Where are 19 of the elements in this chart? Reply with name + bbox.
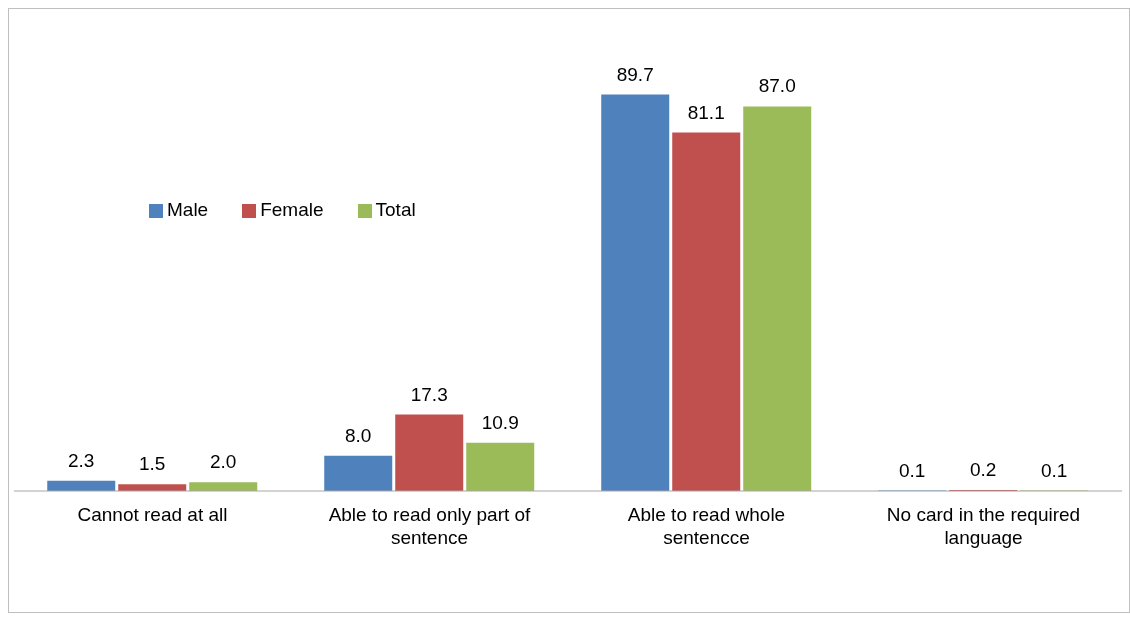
x-tick-label: Able to read only part of sentence: [328, 504, 532, 548]
data-label: 2.3: [68, 449, 95, 471]
legend-label: Female: [260, 199, 324, 220]
x-tick-label: No card in the required language: [886, 504, 1081, 548]
data-label: 0.1: [899, 459, 926, 481]
legend-label: Total: [375, 199, 416, 220]
data-label: 0.1: [1041, 459, 1068, 481]
data-label: 1.5: [139, 453, 166, 475]
data-label: 8.0: [345, 424, 372, 446]
data-label: 10.9: [481, 411, 519, 433]
data-label: 2.0: [210, 451, 237, 473]
data-label: 0.2: [970, 459, 997, 481]
data-label: 81.1: [687, 101, 725, 123]
x-tick-label: Able to read whole sentencce: [627, 504, 786, 548]
data-label: 87.0: [758, 75, 796, 97]
data-label: 89.7: [616, 63, 654, 85]
x-tick-label: Cannot read at all: [77, 504, 228, 525]
data-label: 17.3: [410, 383, 448, 405]
legend-label: Male: [167, 199, 209, 220]
